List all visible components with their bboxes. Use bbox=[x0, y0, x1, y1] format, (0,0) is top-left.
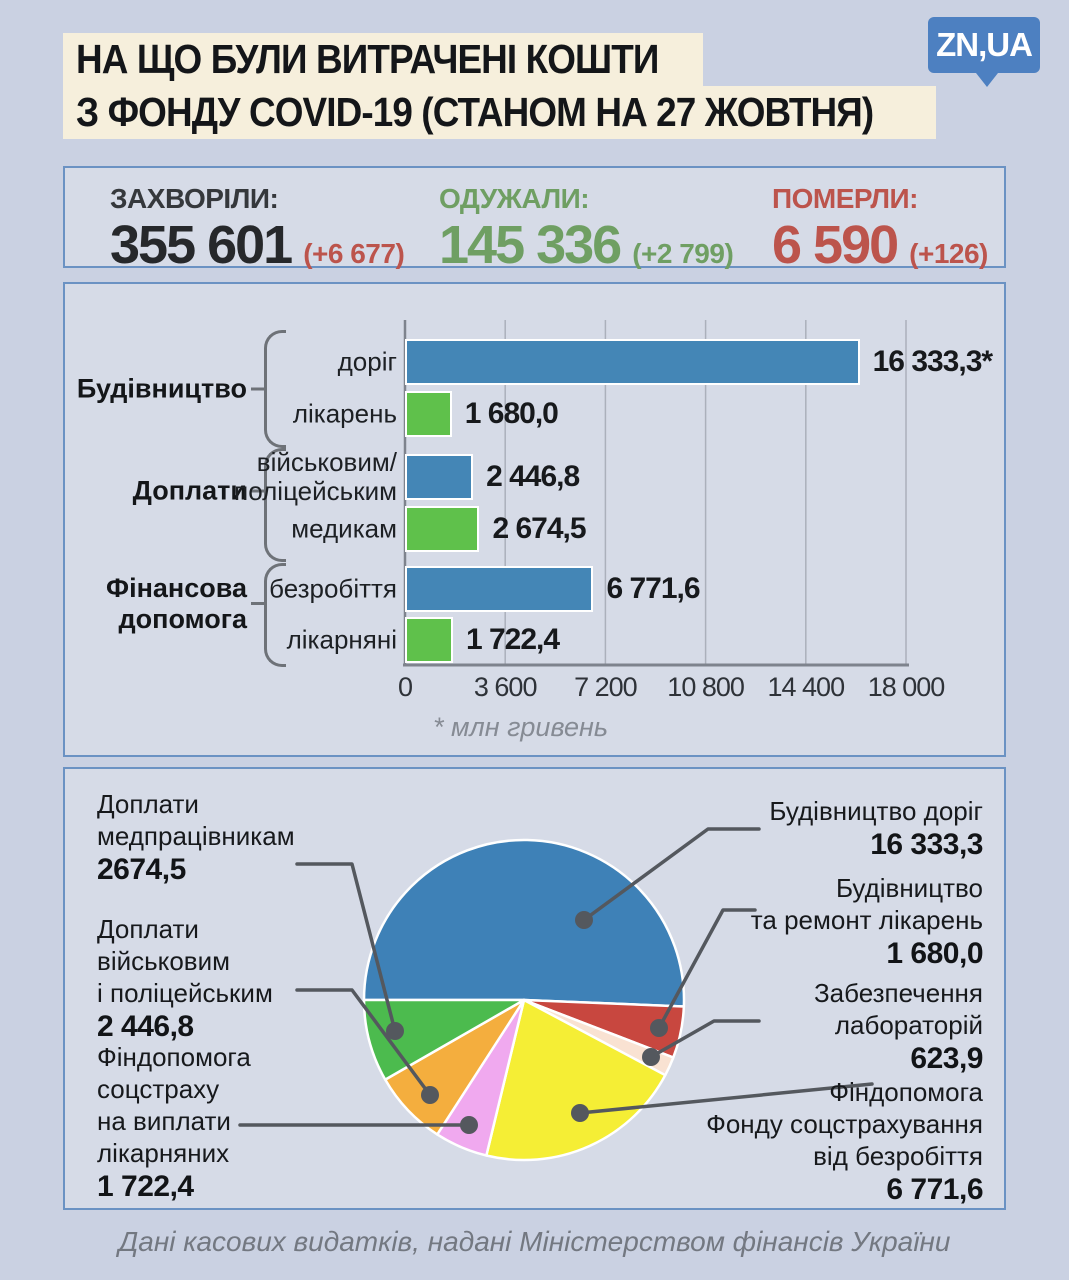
stat-infected: ЗАХВОРІЛИ: 355 601 (+6 677) bbox=[110, 183, 405, 275]
bar-value: 16 333,3* bbox=[872, 345, 993, 378]
stat-died-value: 6 590 bbox=[772, 215, 899, 275]
bar-label: військовим/поліцейським bbox=[234, 447, 397, 506]
bar-label: лікарняні bbox=[286, 624, 397, 655]
callout-line bbox=[295, 862, 397, 1033]
callout-dot bbox=[421, 1086, 439, 1104]
callout-dot bbox=[650, 1019, 668, 1037]
page-title-line1-text: НА ЩО БУЛИ ВИТРАЧЕНІ КОШТИ bbox=[76, 36, 659, 82]
stat-infected-value: 355 601 bbox=[110, 215, 293, 275]
callout-line bbox=[295, 988, 432, 1097]
bar-group-label: Доплати bbox=[75, 476, 264, 507]
callout-dot bbox=[460, 1116, 478, 1134]
page-title-line2-text: З ФОНДУ COVID-19 (СТАНОМ НА 27 ЖОВТНЯ) bbox=[76, 89, 874, 135]
bar-label: медикам bbox=[291, 513, 397, 544]
pie-callout-label: Забезпечення лабораторій 623,9 bbox=[813, 978, 984, 1075]
pie-callout-label: Фіндопомога соцстраху на виплати лікарняних… bbox=[97, 1042, 251, 1203]
pie-callout-label: Доплати військовим і поліцейським 2 446,8 bbox=[97, 914, 273, 1043]
unit-note: * млн гривень bbox=[433, 712, 609, 742]
bar-value: 2 674,5 bbox=[492, 512, 586, 545]
callout-line bbox=[657, 908, 757, 1030]
stat-died: ПОМЕРЛИ: 6 590 (+126) bbox=[772, 183, 988, 272]
bar-green bbox=[405, 617, 453, 663]
callout-line bbox=[649, 1019, 761, 1059]
bar-value: 1 680,0 bbox=[464, 397, 559, 430]
bar-value: 6 771,6 bbox=[606, 572, 700, 605]
pie-slice bbox=[485, 998, 667, 1162]
callout-dot bbox=[575, 911, 593, 929]
bar-label: лікарень bbox=[292, 398, 397, 429]
bar-blue bbox=[405, 339, 860, 385]
bar-group-label: Будівництво bbox=[76, 373, 264, 404]
bar-group-bracket bbox=[264, 448, 286, 562]
stat-recovered-delta: (+2 799) bbox=[632, 238, 734, 269]
x-tick: 18 000 bbox=[867, 672, 946, 702]
bar-group-bracket bbox=[264, 330, 286, 448]
pie-slice bbox=[362, 838, 686, 1008]
stat-died-label: ПОМЕРЛИ: bbox=[772, 183, 918, 214]
stat-recovered-value: 145 336 bbox=[439, 215, 622, 275]
pie-chart bbox=[238, 827, 874, 1162]
stat-recovered-row: 145 336 (+2 799) bbox=[439, 215, 734, 275]
callout-dot bbox=[642, 1048, 660, 1066]
znua-logo: ZN,UA bbox=[928, 17, 1040, 87]
source-note: Дані касових видатків, надані Міністерст… bbox=[118, 1226, 951, 1257]
stat-recovered: ОДУЖАЛИ: 145 336 (+2 799) bbox=[439, 183, 734, 275]
stat-infected-label: ЗАХВОРІЛИ: bbox=[110, 183, 279, 214]
pie-callout-label: Будівництво доріг 16 333,3 bbox=[769, 796, 983, 861]
stat-infected-delta: (+6 677) bbox=[303, 238, 405, 269]
stat-died-delta: (+126) bbox=[909, 238, 988, 269]
bar-blue bbox=[405, 454, 474, 500]
bar-label: доріг bbox=[337, 346, 397, 377]
callout-line bbox=[578, 1082, 874, 1115]
x-tick: 7 200 bbox=[574, 672, 638, 702]
bar-label: безробіття bbox=[269, 573, 397, 604]
bar-blue bbox=[405, 566, 594, 612]
stat-died-row: 6 590 (+126) bbox=[772, 218, 988, 272]
pie-callout-label: Фіндопомога Фонду соцстрахування від безро… bbox=[706, 1077, 983, 1206]
page-title-line1: НА ЩО БУЛИ ВИТРАЧЕНІ КОШТИ bbox=[63, 33, 703, 86]
bar-chart-panel: * млн гривень 0 3 600 7 200 10 800 14 400 18 … bbox=[63, 282, 1006, 757]
bar-group-label: Фінансова допомога bbox=[75, 573, 264, 635]
bar-green bbox=[405, 506, 480, 552]
bar-group-bracket bbox=[264, 563, 286, 667]
x-tick: 0 bbox=[397, 672, 413, 702]
bar-value: 2 446,8 bbox=[486, 460, 580, 493]
bar-value: 1 722,4 bbox=[465, 623, 560, 656]
bar-green bbox=[405, 391, 452, 437]
x-tick: 14 400 bbox=[767, 672, 846, 702]
callout-dot bbox=[571, 1104, 589, 1122]
pie-callout-label: Доплати медпрацівникам 2674,5 bbox=[97, 789, 295, 886]
pie-callout-label: Будівництво та ремонт лікарень 1 680,0 bbox=[750, 873, 984, 970]
stat-recovered-label: ОДУЖАЛИ: bbox=[439, 183, 590, 214]
x-tick: 10 800 bbox=[667, 672, 745, 702]
znua-logo-text: ZN,UA bbox=[936, 26, 1033, 63]
pie-chart-panel: Будівництво доріг 16 333,3 Будівництво та р… bbox=[63, 767, 1006, 1210]
callout-dot bbox=[386, 1022, 404, 1040]
page-title-line2: З ФОНДУ COVID-19 (СТАНОМ НА 27 ЖОВТНЯ) bbox=[63, 86, 936, 139]
covid-stats-panel: ЗАХВОРІЛИ: 355 601 (+6 677) ОДУЖАЛИ: 145 336… bbox=[63, 166, 1006, 272]
x-tick: 3 600 bbox=[473, 672, 538, 702]
stat-infected-row: 355 601 (+6 677) bbox=[110, 215, 405, 275]
callout-line bbox=[582, 827, 761, 922]
